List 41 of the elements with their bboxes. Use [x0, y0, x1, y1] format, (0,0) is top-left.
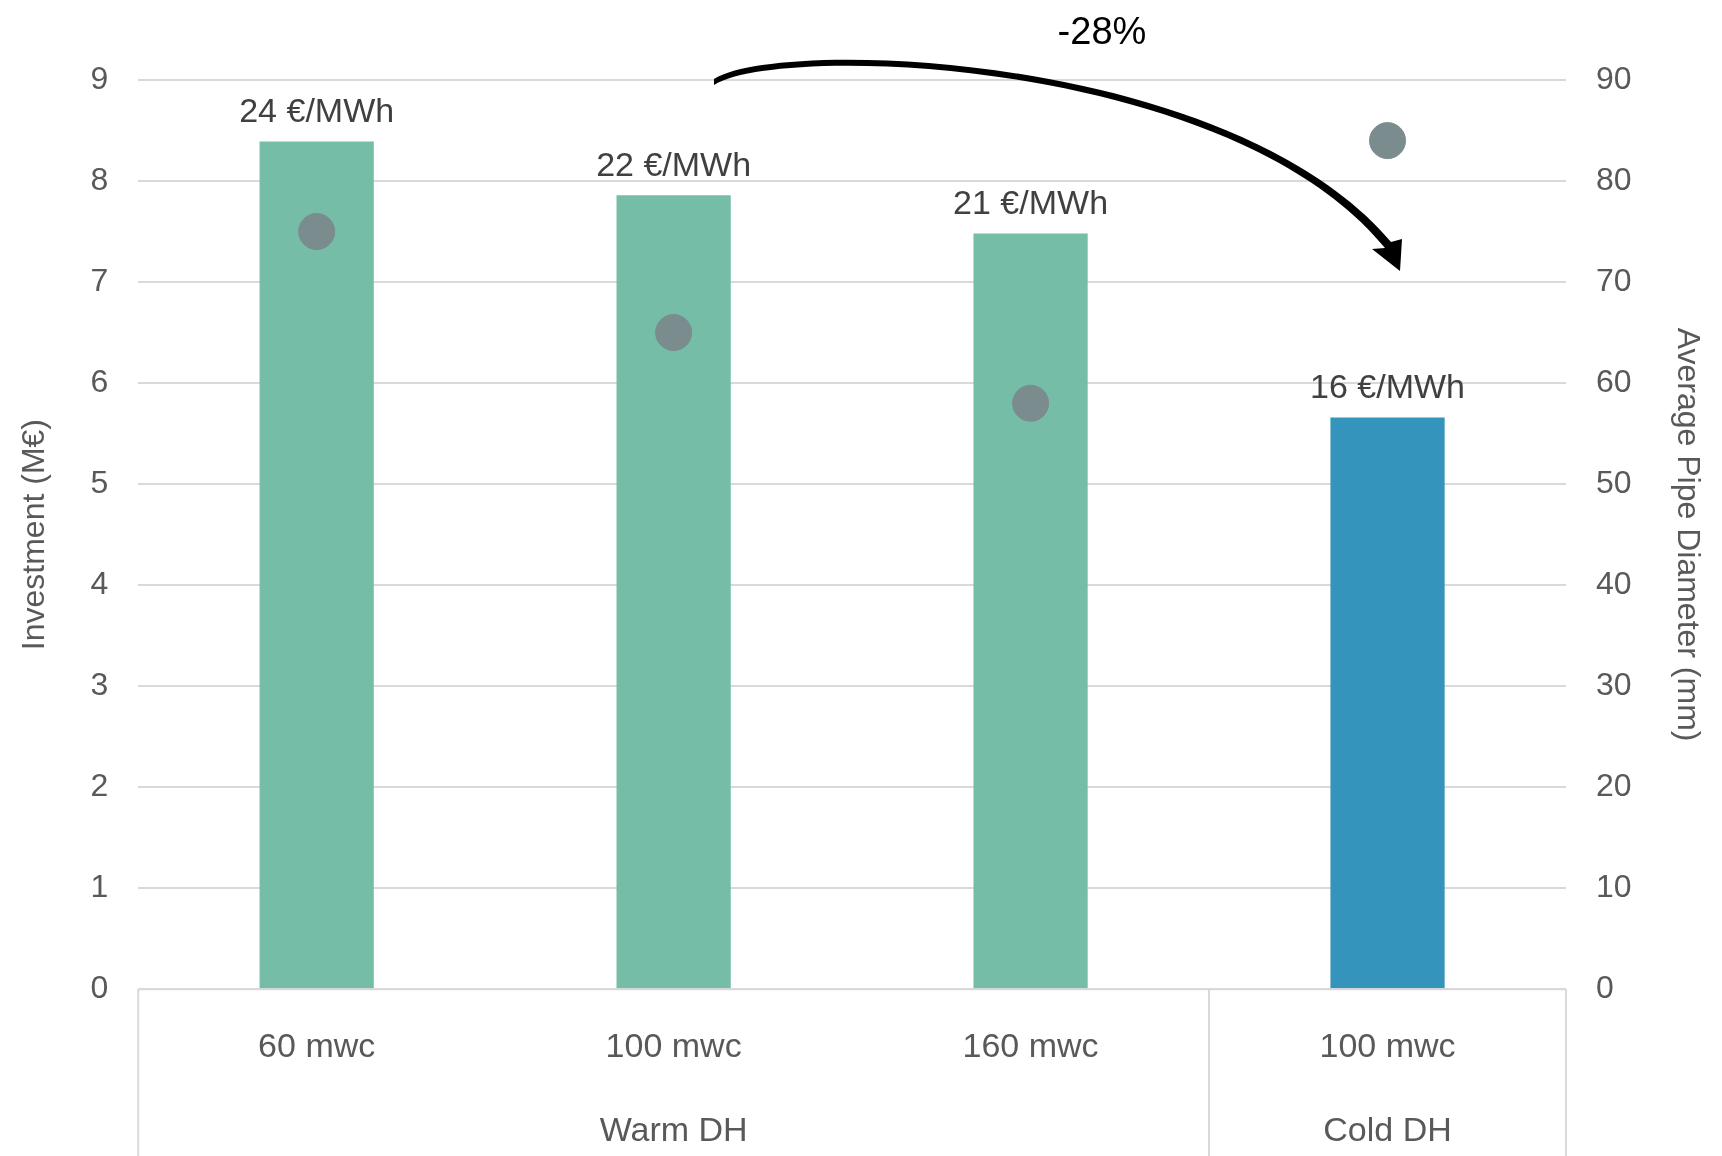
y-tick-label: 1: [90, 868, 109, 905]
bar: [973, 233, 1088, 989]
x-tick-label: 100 mwc: [1319, 1025, 1456, 1064]
point: [1369, 122, 1407, 160]
y2-tick-label: 50: [1596, 463, 1632, 500]
point: [298, 213, 336, 251]
y-tick-label: 9: [90, 59, 109, 96]
y-tick-label: 0: [90, 969, 109, 1006]
annotation: 22 €/MWh: [596, 144, 752, 183]
y2-axis-title: Average Pipe Diameter (mm): [1670, 327, 1707, 742]
x-tick-label: 100 mwc: [605, 1025, 742, 1064]
y2-tick-label: 20: [1596, 766, 1632, 803]
y2-tick-label: 60: [1596, 362, 1632, 399]
y-tick-label: 7: [90, 261, 109, 298]
y2-tick-label: 30: [1596, 665, 1632, 702]
point: [1012, 384, 1050, 422]
bar: [1330, 417, 1445, 989]
bar: [616, 195, 731, 989]
x-tick-label: 60 mwc: [258, 1025, 376, 1064]
y-tick-label: 2: [90, 766, 109, 803]
y-tick-label: 4: [90, 564, 109, 601]
y-axis-title: Investment (M€): [15, 419, 52, 651]
y2-tick-label: 0: [1596, 969, 1614, 1006]
bar: [259, 141, 374, 989]
annotation: 24 €/MWh: [239, 91, 395, 129]
text: -28%: [1057, 10, 1147, 53]
y-tick-label: 5: [90, 463, 109, 500]
y2-tick-label: 40: [1596, 564, 1632, 601]
y2-tick-label: 10: [1596, 868, 1632, 905]
text: Warm DH: [599, 1110, 748, 1149]
annotation: 21 €/MWh: [953, 182, 1109, 221]
text: Cold DH: [1323, 1110, 1452, 1149]
y2-tick-label: 90: [1596, 59, 1632, 96]
y-tick-label: 3: [90, 665, 109, 702]
x-tick-label: 160 mwc: [962, 1025, 1099, 1064]
y-tick-label: 8: [90, 160, 109, 197]
annotation: 16 €/MWh: [1310, 366, 1466, 405]
y2-tick-label: 70: [1596, 261, 1632, 298]
point: [655, 314, 693, 352]
y-tick-label: 6: [90, 362, 109, 399]
y2-tick-label: 80: [1596, 160, 1632, 197]
